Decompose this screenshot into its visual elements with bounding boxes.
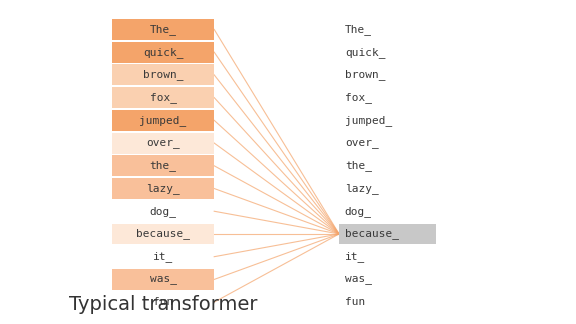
FancyBboxPatch shape	[112, 42, 214, 63]
Text: was_: was_	[150, 274, 177, 284]
Text: fun: fun	[345, 297, 365, 307]
Text: quick_: quick_	[345, 47, 385, 58]
FancyBboxPatch shape	[339, 224, 435, 244]
Text: The_: The_	[150, 24, 177, 35]
FancyBboxPatch shape	[112, 133, 214, 154]
Text: over_: over_	[345, 138, 378, 148]
Text: the_: the_	[150, 160, 177, 171]
FancyBboxPatch shape	[112, 64, 214, 85]
Text: fun: fun	[153, 297, 173, 307]
Text: The_: The_	[345, 24, 372, 35]
Text: jumped_: jumped_	[139, 115, 187, 126]
Text: dog_: dog_	[345, 206, 372, 217]
Text: it_: it_	[153, 251, 173, 262]
FancyBboxPatch shape	[112, 155, 214, 176]
Text: because_: because_	[136, 228, 190, 239]
Text: jumped_: jumped_	[345, 115, 392, 126]
Text: was_: was_	[345, 274, 372, 284]
Text: lazy_: lazy_	[146, 183, 180, 194]
FancyBboxPatch shape	[112, 110, 214, 131]
Text: over_: over_	[146, 138, 180, 148]
Text: brown_: brown_	[143, 69, 183, 80]
Text: quick_: quick_	[143, 47, 183, 58]
Text: lazy_: lazy_	[345, 183, 378, 194]
Text: fox_: fox_	[345, 92, 372, 103]
FancyBboxPatch shape	[112, 19, 214, 40]
Text: because_: because_	[345, 228, 399, 239]
FancyBboxPatch shape	[112, 224, 214, 244]
Text: dog_: dog_	[150, 206, 177, 217]
Text: brown_: brown_	[345, 69, 385, 80]
FancyBboxPatch shape	[112, 87, 214, 108]
FancyBboxPatch shape	[112, 269, 214, 290]
Text: the_: the_	[345, 160, 372, 171]
Text: fox_: fox_	[150, 92, 177, 103]
FancyBboxPatch shape	[112, 178, 214, 199]
Text: it_: it_	[345, 251, 365, 262]
Text: Typical transformer: Typical transformer	[69, 295, 257, 314]
